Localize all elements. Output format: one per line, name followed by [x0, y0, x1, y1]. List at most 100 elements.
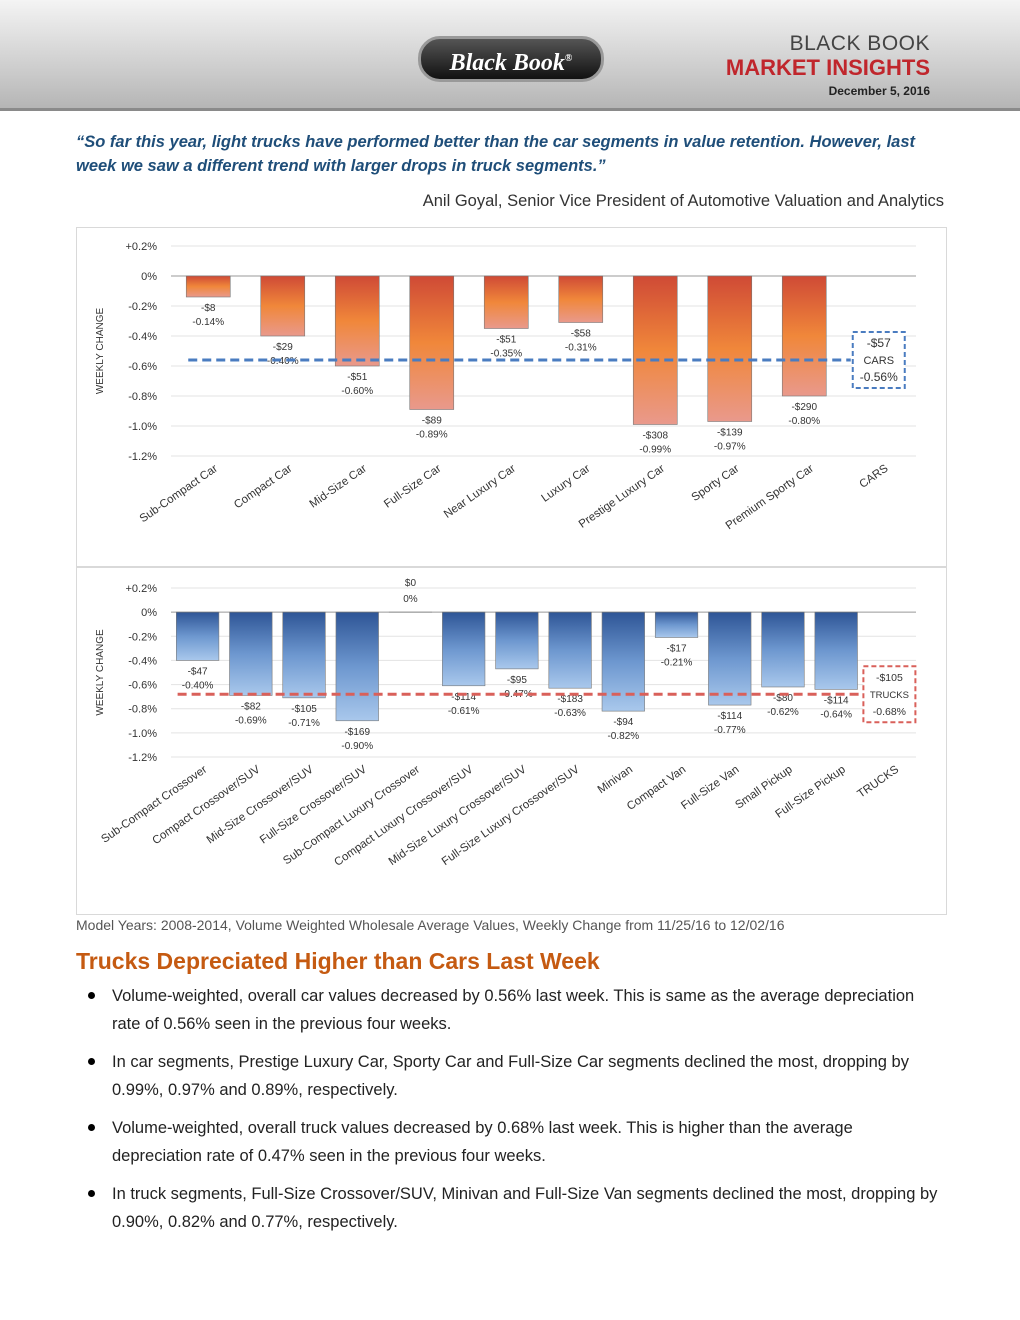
bar [548, 611, 592, 689]
x-tick-label: TRUCKS [856, 763, 902, 800]
x-tick-label: CARS [857, 462, 890, 490]
note: Model Years: 2008-2014, Volume Weighted … [76, 917, 785, 933]
y-tick-label: -1.0% [128, 728, 157, 740]
x-tick-label: Near Luxury Car [442, 463, 518, 521]
value-label: -0.35% [490, 349, 522, 360]
logo: Black Book® [418, 36, 604, 82]
bar [558, 275, 604, 323]
x-tick-label: Compact Van [625, 764, 688, 813]
x-tick-label: Sub-Compact Car [138, 463, 220, 526]
y-tick-label: -0.2% [128, 631, 157, 643]
value-label: -0.63% [554, 708, 586, 719]
bar [495, 611, 539, 670]
y-tick-label: 0% [141, 271, 157, 283]
bar [601, 611, 645, 712]
bar [442, 611, 486, 687]
bar [409, 275, 455, 410]
x-tick-label: Mid-Size Car [308, 463, 369, 511]
dollar-label: -$308 [642, 431, 668, 442]
dollar-label: -$58 [571, 329, 591, 340]
bar [708, 611, 752, 706]
y-tick-label: -0.8% [128, 704, 157, 716]
value-label: -0.90% [341, 741, 373, 752]
dollar-label: -$114 [824, 695, 849, 706]
reference-value-label: -0.56% [860, 370, 898, 384]
value-label: -0.97% [714, 442, 746, 453]
bar [707, 275, 753, 422]
dollar-label: -$139 [717, 428, 743, 439]
dollar-label: -$114 [717, 711, 742, 722]
value-label: -0.77% [714, 725, 746, 736]
dollar-label: -$183 [557, 694, 583, 705]
logo-text: Black Book [449, 50, 565, 76]
bar [176, 611, 220, 661]
dollar-label: -$105 [291, 704, 317, 715]
y-tick-label: -1.0% [128, 421, 157, 433]
value-label: 0% [403, 594, 418, 605]
value-label: -0.71% [288, 718, 320, 729]
x-tick-label: Full-Size Van [679, 764, 741, 813]
header-title: BLACK BOOK [789, 32, 930, 55]
header-subtitle: MARKET INSIGHTS [725, 55, 930, 80]
bar [632, 275, 678, 425]
value-label: -0.40% [182, 680, 214, 691]
value-label: -0.14% [192, 317, 224, 328]
dollar-label: -$95 [507, 675, 527, 686]
dollar-label: -$290 [791, 402, 817, 413]
y-axis-title: WEEKLY CHANGE [95, 308, 106, 395]
value-label: -0.80% [788, 416, 820, 427]
reference-dollar-label: -$105 [876, 672, 903, 684]
bar [229, 611, 273, 696]
bar [282, 611, 326, 699]
y-tick-label: 0% [141, 607, 157, 619]
value-label: -0.99% [639, 445, 671, 456]
reference-box [862, 665, 917, 724]
chart: -1.2% -1.0% -0.8% -0.6% -0.4% -0.2% 0% +0.2% WEE… [76, 227, 947, 567]
reference-label: TRUCKS [870, 690, 909, 701]
value-label: -0.61% [448, 706, 480, 717]
dollar-label: -$51 [347, 372, 367, 383]
bullet: Volume-weighted, overall truck values de… [76, 1114, 946, 1170]
dollar-label: -$17 [667, 643, 687, 654]
bar [334, 275, 380, 367]
attribution: Anil Goyal, Senior Vice President of Aut… [422, 192, 944, 210]
value-label: -0.31% [565, 343, 597, 354]
value-label: -0.21% [661, 657, 693, 668]
bullet-list: Volume-weighted, overall car values decr… [76, 982, 946, 1246]
y-tick-label: -0.4% [128, 331, 157, 343]
quote: “So far this year, light trucks have per… [76, 133, 916, 175]
y-tick-label: +0.2% [126, 583, 158, 595]
bar [781, 275, 827, 397]
bar [654, 611, 699, 638]
y-tick-label: -0.2% [128, 301, 157, 313]
value-label: -0.60% [341, 386, 373, 397]
reference-box [851, 331, 906, 389]
y-tick-label: -0.4% [128, 655, 157, 667]
bullet: In car segments, Prestige Luxury Car, Sp… [76, 1048, 946, 1104]
dollar-label: -$8 [201, 303, 216, 314]
dollar-label: -$82 [241, 701, 261, 712]
x-tick-label: Full-Size Car [382, 463, 443, 511]
bar [335, 611, 379, 722]
dollar-label: -$51 [496, 335, 516, 346]
y-axis-title: WEEKLY CHANGE [95, 629, 106, 716]
y-tick-label: -0.8% [128, 391, 157, 403]
dollar-label: -$169 [344, 727, 370, 738]
reference-label: CARS [863, 355, 894, 367]
dollar-label: -$29 [273, 342, 293, 353]
y-tick-label: +0.2% [126, 241, 158, 253]
value-label: -0.62% [767, 707, 799, 718]
value-label: -0.82% [607, 731, 639, 742]
value-label: -0.40% [267, 356, 299, 367]
dollar-label: -$114 [451, 692, 476, 703]
value-label: -0.64% [820, 709, 852, 720]
bar [185, 275, 231, 298]
dollar-label: -$80 [773, 693, 793, 704]
dollar-label: -$47 [188, 666, 208, 677]
dollar-label: $0 [405, 578, 417, 589]
x-tick-label: Sporty Car [690, 463, 742, 504]
reference-dollar-label: -$57 [867, 336, 891, 350]
dollar-label: -$94 [613, 717, 633, 728]
value-label: -0.89% [416, 430, 448, 441]
